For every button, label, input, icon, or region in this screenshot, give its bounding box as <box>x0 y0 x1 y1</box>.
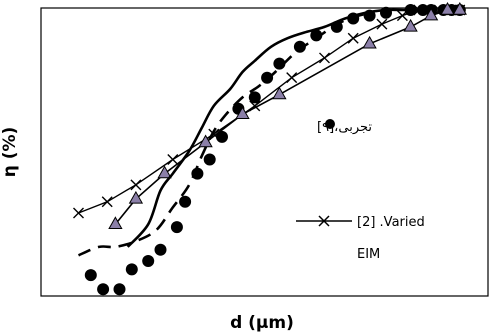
series-0-dot-16 <box>310 29 323 42</box>
series-2-line <box>114 9 460 225</box>
y-axis-title: η (%) <box>0 127 20 178</box>
series-1-cross-8 <box>347 32 359 44</box>
series-2-triangle-8 <box>423 7 439 21</box>
series-0-dot-4 <box>142 255 155 267</box>
series-layer <box>73 1 467 296</box>
legend-label-varied: [2] .Varied <box>357 215 425 230</box>
series-0-dot-0 <box>84 269 97 282</box>
series-3-solid-curve <box>126 8 427 248</box>
series-0-dot-12 <box>248 91 261 104</box>
series-1-cross-10 <box>396 10 408 22</box>
legend-label-eim: EIM <box>357 247 380 262</box>
series-0-dot-1 <box>97 283 110 296</box>
plot-area-frame <box>40 7 489 297</box>
legend-marker-dots <box>325 119 335 129</box>
series-1-cross-9 <box>376 18 388 30</box>
series-1-line <box>78 9 460 214</box>
series-1-cross-3 <box>167 153 179 165</box>
series-0-dot-6 <box>170 221 183 234</box>
series-2-triangle-2 <box>157 165 172 179</box>
series-2-triangle-7 <box>403 18 418 32</box>
legend-marker-cross <box>318 215 330 227</box>
series-1-cross-2 <box>130 179 142 191</box>
series-0-dot-9 <box>203 153 216 166</box>
series-2-triangle-0 <box>108 216 123 230</box>
series-0-dot-3 <box>125 263 138 276</box>
legend-label-experimental: تجربی،[۹] <box>317 120 372 135</box>
series-0-dot-10 <box>216 130 228 143</box>
series-1-cross-6 <box>286 72 298 84</box>
x-axis-title: d (μm) <box>230 313 294 333</box>
series-4-dashed-curve <box>77 11 370 257</box>
series-2-triangle-6 <box>362 35 377 49</box>
series-0-dot-5 <box>154 243 167 256</box>
series-0-dot-2 <box>113 283 126 296</box>
series-0-dot-15 <box>293 40 306 53</box>
series-2-triangle-10 <box>452 1 467 15</box>
series-2-triangle-4 <box>235 106 250 120</box>
legend: تجربی،[۹] [2] .Varied EIM <box>296 119 425 262</box>
series-2-triangle-5 <box>272 86 287 100</box>
series-2-triangle-9 <box>440 1 455 15</box>
series-2-triangle-1 <box>128 190 144 204</box>
series-1-cross-0 <box>73 207 84 219</box>
series-1-cross-7 <box>319 52 330 64</box>
series-0-dot-14 <box>273 57 286 70</box>
series-0-dot-7 <box>179 195 192 208</box>
series-1-cross-1 <box>101 196 113 208</box>
